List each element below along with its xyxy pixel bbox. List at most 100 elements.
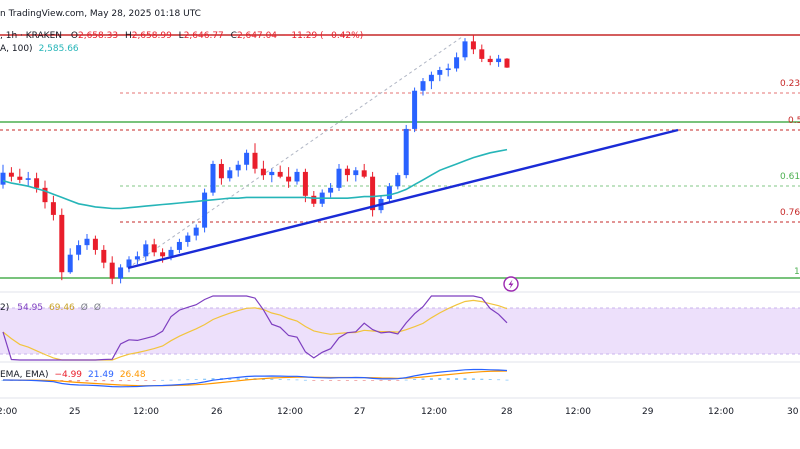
time-axis[interactable]: 2:00 25 12:00 26 12:00 27 12:00 28 12:00… bbox=[0, 407, 799, 417]
ohlc-header: , 1h · KRAKEN O2,658.33 H2,658.99 L2,646… bbox=[0, 31, 363, 41]
macd-hist-bar bbox=[68, 380, 72, 382]
candle-body[interactable] bbox=[336, 168, 342, 188]
macd-hist-bar bbox=[85, 380, 89, 382]
candle-body[interactable] bbox=[487, 58, 493, 63]
ma-legend[interactable]: A, 100) 2,585.66 bbox=[0, 44, 79, 54]
candle-body[interactable] bbox=[76, 245, 82, 255]
candle-body[interactable] bbox=[395, 175, 401, 187]
candle-body[interactable] bbox=[370, 176, 376, 211]
macd-hist-bar bbox=[278, 379, 282, 380]
candle-body[interactable] bbox=[420, 81, 426, 91]
macd-hist-bar bbox=[329, 380, 333, 381]
macd-hist-bar bbox=[421, 378, 425, 380]
trendline[interactable] bbox=[127, 128, 679, 270]
macd-hist-bar bbox=[203, 378, 207, 380]
fib-label-0236: 0.236 bbox=[780, 79, 800, 89]
rsi-legend[interactable]: 2) 54.95 69.46 Ø Ø bbox=[0, 302, 101, 313]
candle-body[interactable] bbox=[92, 238, 98, 250]
macd-signal-line[interactable] bbox=[3, 370, 508, 387]
candle-body[interactable] bbox=[126, 259, 132, 268]
candle-body[interactable] bbox=[428, 74, 434, 82]
candle-body[interactable] bbox=[311, 195, 317, 204]
macd-hist-bar bbox=[488, 379, 492, 380]
candle-body[interactable] bbox=[260, 168, 266, 176]
candle-body[interactable] bbox=[403, 128, 409, 176]
candle-body[interactable] bbox=[67, 254, 73, 273]
candle-body[interactable] bbox=[17, 176, 23, 180]
candle-body[interactable] bbox=[218, 163, 224, 179]
candle-body[interactable] bbox=[210, 163, 216, 193]
time-tick: 28 bbox=[501, 407, 513, 417]
candle-body[interactable] bbox=[134, 256, 140, 260]
published-line: n TradingView.com, May 28, 2025 01:18 UT… bbox=[0, 9, 201, 19]
candle-body[interactable] bbox=[50, 202, 56, 215]
candle-body[interactable] bbox=[437, 70, 443, 75]
rsi-value-3: Ø bbox=[81, 302, 88, 313]
candle-body[interactable] bbox=[386, 186, 392, 199]
candle-body[interactable] bbox=[143, 244, 149, 257]
candle-body[interactable] bbox=[445, 68, 451, 71]
macd-hist-bar bbox=[345, 380, 349, 381]
candle-body[interactable] bbox=[59, 214, 65, 273]
candle-body[interactable] bbox=[101, 249, 107, 263]
candle-body[interactable] bbox=[202, 192, 208, 228]
moving-average-line[interactable] bbox=[2, 148, 508, 210]
macd-hist-bar bbox=[93, 380, 97, 382]
candle-body[interactable] bbox=[118, 267, 124, 279]
candle-body[interactable] bbox=[252, 152, 258, 169]
fib-diagonal-line bbox=[127, 36, 463, 269]
symbol-line: , 1h · KRAKEN bbox=[0, 31, 62, 41]
candle-body[interactable] bbox=[496, 58, 502, 63]
low-label: L bbox=[179, 31, 184, 41]
candle-body[interactable] bbox=[227, 170, 233, 179]
candle-body[interactable] bbox=[193, 227, 199, 236]
candle-body[interactable] bbox=[160, 252, 166, 257]
candle-body[interactable] bbox=[479, 49, 485, 59]
candle-body[interactable] bbox=[176, 241, 182, 250]
svg-text:, 1h · KRAKEN O2,658.33: , 1h · KRAKEN O2,658.33 H2,658.99 L2,646… bbox=[0, 31, 363, 41]
candle-body[interactable] bbox=[42, 187, 48, 203]
candle-body[interactable] bbox=[8, 172, 14, 177]
macd-hist-bar bbox=[303, 379, 307, 381]
candle-body[interactable] bbox=[269, 171, 275, 176]
rsi-legend-label: 2) bbox=[0, 303, 9, 313]
macd-hist-bar bbox=[211, 378, 215, 380]
candle-body[interactable] bbox=[109, 262, 115, 279]
macd-hist-bar bbox=[455, 378, 459, 380]
macd-hist-bar bbox=[119, 380, 123, 382]
candle-body[interactable] bbox=[277, 171, 283, 177]
candle-body[interactable] bbox=[84, 238, 90, 246]
time-tick: 30 bbox=[787, 407, 799, 417]
candle-body[interactable] bbox=[328, 187, 334, 193]
macd-hist-bar bbox=[295, 379, 299, 381]
high-label: H bbox=[125, 31, 132, 41]
candle-body[interactable] bbox=[470, 41, 476, 50]
candle-body[interactable] bbox=[462, 41, 468, 58]
macd-legend-label: EMA, EMA) bbox=[0, 370, 48, 380]
candle-body[interactable] bbox=[168, 249, 174, 257]
macd-hist-bar bbox=[463, 378, 467, 380]
candle-body[interactable] bbox=[302, 171, 308, 196]
candle-body[interactable] bbox=[353, 170, 359, 176]
candle-body[interactable] bbox=[25, 178, 31, 180]
candle-body[interactable] bbox=[454, 57, 460, 69]
candle-body[interactable] bbox=[185, 235, 191, 242]
candle-body[interactable] bbox=[151, 244, 157, 253]
candle-body[interactable] bbox=[286, 176, 292, 182]
candle-body[interactable] bbox=[344, 168, 350, 176]
macd-line[interactable] bbox=[2, 368, 508, 388]
candle-body[interactable] bbox=[235, 164, 241, 171]
lightning-icon[interactable] bbox=[503, 276, 519, 292]
candle-body[interactable] bbox=[294, 171, 300, 182]
macd-legend[interactable]: EMA, EMA) −4.99 21.49 26.48 bbox=[0, 370, 146, 380]
candle-body[interactable] bbox=[0, 172, 6, 185]
rsi-line[interactable] bbox=[2, 295, 508, 361]
candle-body[interactable] bbox=[361, 170, 367, 177]
candle-body[interactable] bbox=[244, 152, 250, 165]
price-panel[interactable] bbox=[0, 0, 800, 290]
candlestick-series[interactable] bbox=[0, 35, 510, 285]
candle-body[interactable] bbox=[504, 58, 510, 68]
candle-body[interactable] bbox=[412, 90, 418, 129]
candle-body[interactable] bbox=[34, 178, 40, 188]
